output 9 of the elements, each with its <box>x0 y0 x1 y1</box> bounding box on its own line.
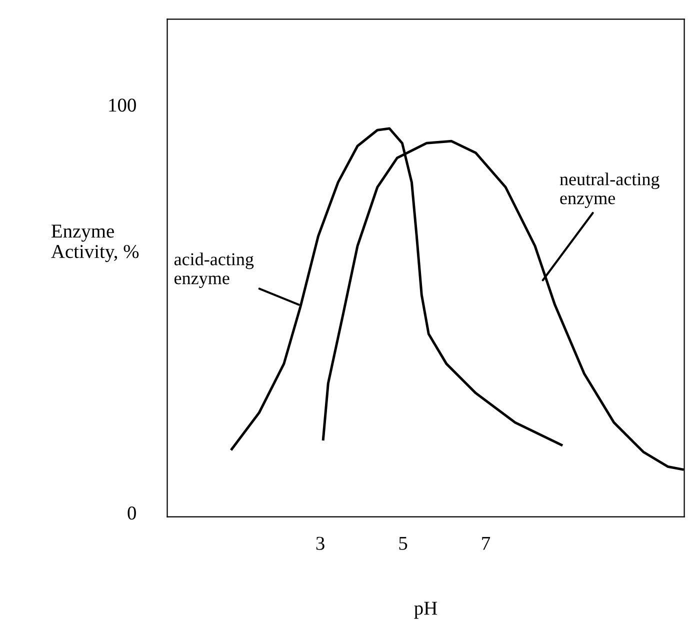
y-tick-label: 0 <box>128 506 136 520</box>
y-tick-label: 100 <box>109 98 136 112</box>
x-tick-label: 7 <box>482 536 490 550</box>
x-tick-label: 3 <box>316 536 324 550</box>
x-axis-title: pH <box>414 602 438 619</box>
y-axis-title: Enzyme Activity, % <box>51 224 139 262</box>
annotation: acid-acting enzyme <box>174 252 254 288</box>
x-tick-label: 5 <box>399 536 408 550</box>
annotation: neutral-acting enzyme <box>560 172 660 208</box>
